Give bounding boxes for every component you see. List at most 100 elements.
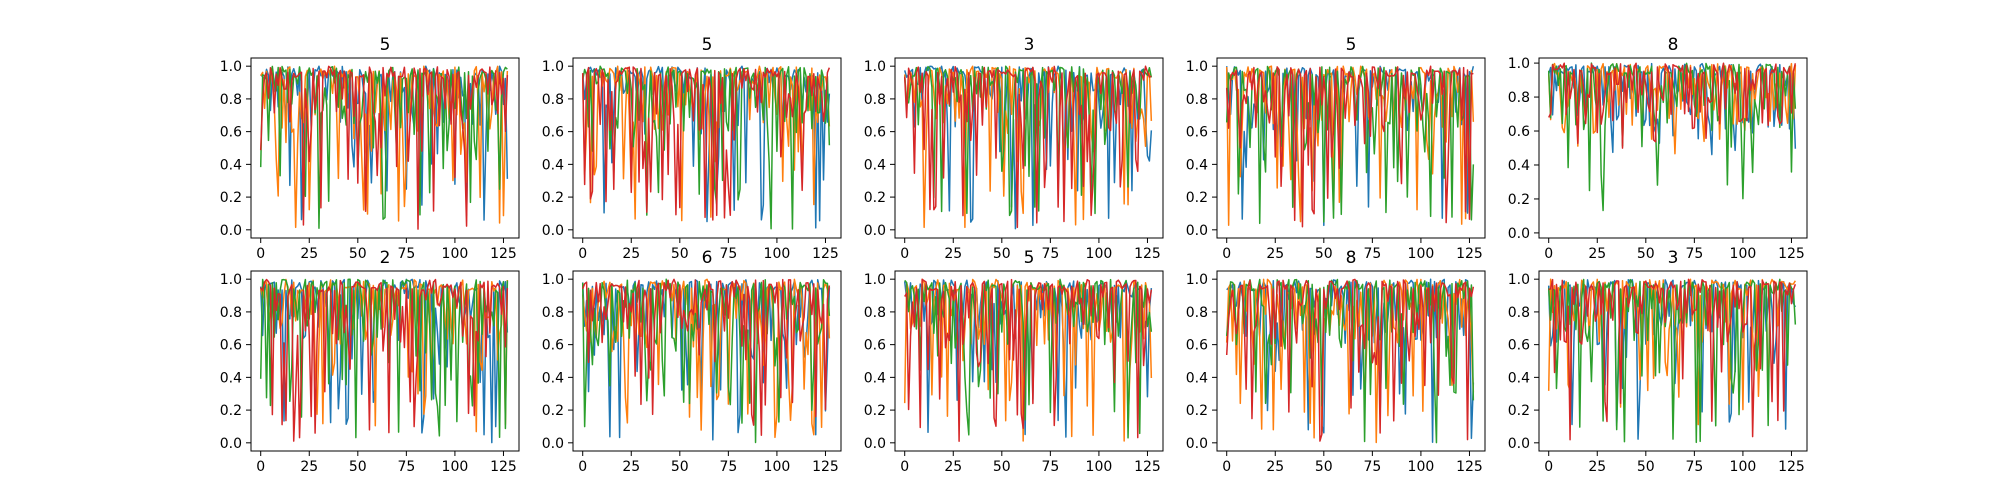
panel-8-ytick-label: 1.0 — [864, 272, 886, 288]
panel-5-ytick-label: 0.2 — [1508, 192, 1530, 208]
panel-1-ytick-label: 0.6 — [220, 125, 242, 141]
panel-4: 0 25 50 75 100 125 0.0 0.2 0.4 0.6 0.8 1.0 5 — [1186, 35, 1486, 262]
panel-2-ytick-label: 1.0 — [542, 59, 564, 75]
panel-3-title: 3 — [1024, 35, 1035, 55]
panel-2-xtick-label: 25 — [622, 246, 640, 262]
panel-1-xtick-label: 50 — [349, 246, 367, 262]
panel-3-xtick-label: 0 — [900, 246, 909, 262]
panel-10-title: 3 — [1668, 248, 1679, 268]
panel-5-xtick-label: 25 — [1588, 246, 1606, 262]
panel-6-ytick-label: 0.6 — [220, 338, 242, 354]
panel-2-ytick-label: 0.8 — [542, 92, 564, 108]
panel-8-xtick-label: 125 — [1134, 459, 1161, 475]
panel-1-xtick-label: 100 — [442, 246, 469, 262]
panel-1-series-4-line — [259, 65, 509, 230]
panel-9-axes-frame — [1216, 270, 1486, 452]
panel-9-xtick-label: 75 — [1363, 459, 1381, 475]
panel-10-series-3-line — [1547, 278, 1797, 444]
panel-9-xtick-label: 125 — [1456, 459, 1483, 475]
panel-9-series-group — [1225, 278, 1475, 444]
panel-8-ytick-label: 0.4 — [864, 370, 886, 386]
panel-7-ytick-label: 0.2 — [542, 403, 564, 419]
panel-7-ytick-label: 0.4 — [542, 370, 564, 386]
panel-3-ytick-label: 0.6 — [864, 125, 886, 141]
panel-10-xtick-label: 0 — [1544, 459, 1553, 475]
panel-1-xtick-label: 25 — [300, 246, 318, 262]
panel-3-ytick-label: 0.2 — [864, 190, 886, 206]
panel-4-xtick-label: 75 — [1363, 246, 1381, 262]
panel-6-xtick-label: 125 — [490, 459, 517, 475]
panel-4-ytick-label: 0.8 — [1186, 92, 1208, 108]
panel-1-ytick-label: 0.2 — [220, 190, 242, 206]
panel-10-xtick-label: 125 — [1778, 459, 1805, 475]
panel-5: 0 25 50 75 100 125 0.0 0.2 0.4 0.6 0.8 1.0 8 — [1508, 35, 1808, 262]
panel-2-series-2-line — [581, 65, 831, 222]
panel-3-xtick-label: 25 — [944, 246, 962, 262]
panel-4-title: 5 — [1346, 35, 1357, 55]
panel-9-ytick-label: 0.8 — [1186, 305, 1208, 321]
panel-4-xtick-label: 100 — [1408, 246, 1435, 262]
panel-10-ytick-label: 1.0 — [1508, 272, 1530, 288]
panel-2-xtick-label: 0 — [578, 246, 587, 262]
panel-8-ytick-label: 0.8 — [864, 305, 886, 321]
panel-7-ytick-label: 0.6 — [542, 338, 564, 354]
panel-5-xtick-label: 125 — [1778, 246, 1805, 262]
panel-6-series-3-line — [259, 278, 509, 439]
panel-7-axes-frame — [572, 270, 842, 452]
panel-6-xtick-label: 75 — [397, 459, 415, 475]
panel-7-xtick-label: 50 — [671, 459, 689, 475]
panel-2-axes-frame — [572, 57, 842, 239]
panel-7-series-group — [581, 278, 831, 444]
panel-6-xtick-label: 100 — [442, 459, 469, 475]
panel-7-xtick-label: 100 — [764, 459, 791, 475]
panel-5-ytick-label: 0.4 — [1508, 158, 1530, 174]
panel-3-xtick-label: 75 — [1041, 246, 1059, 262]
panel-5-xtick-label: 75 — [1685, 246, 1703, 262]
panel-3-series-4-line — [903, 65, 1152, 229]
panel-4-xtick-label: 125 — [1456, 246, 1483, 262]
panel-3-series-3-line — [903, 65, 1153, 217]
panel-7-series-4-line — [582, 278, 831, 436]
panel-5-ytick-label: 0.0 — [1508, 226, 1530, 242]
panel-8-series-group — [903, 278, 1153, 443]
panel-4-series-group — [1225, 65, 1475, 228]
panel-3-ytick-label: 1.0 — [864, 59, 886, 75]
panel-10-ytick-label: 0.0 — [1508, 436, 1530, 452]
panel-9-xtick-label: 100 — [1408, 459, 1435, 475]
panel-3-ytick-label: 0.0 — [864, 223, 886, 239]
panel-9-ytick-label: 0.2 — [1186, 403, 1208, 419]
panel-9-xtick-label: 25 — [1266, 459, 1284, 475]
panel-2-ytick-label: 0.2 — [542, 190, 564, 206]
panel-1-ytick-label: 1.0 — [220, 59, 242, 75]
panel-6-ytick-label: 0.8 — [220, 305, 242, 321]
panel-10-xtick-label: 100 — [1730, 459, 1757, 475]
panel-8-xtick-label: 50 — [993, 459, 1011, 475]
panel-8-xtick-label: 25 — [944, 459, 962, 475]
panel-9-ytick-label: 0.0 — [1186, 436, 1208, 452]
panel-5-xtick-label: 0 — [1544, 246, 1553, 262]
panel-5-xtick-label: 100 — [1730, 246, 1757, 262]
panel-3-ytick-label: 0.8 — [864, 92, 886, 108]
panel-10-ytick-label: 0.8 — [1508, 305, 1530, 321]
panel-7-ytick-label: 1.0 — [542, 272, 564, 288]
panel-5-ytick-label: 0.6 — [1508, 124, 1530, 140]
panel-10-ytick-label: 0.4 — [1508, 370, 1530, 386]
panel-8-title: 5 — [1024, 248, 1035, 268]
panel-3-xtick-label: 125 — [1134, 246, 1161, 262]
panel-2-series-4-line — [581, 66, 831, 221]
panel-9-ytick-label: 1.0 — [1186, 272, 1208, 288]
panel-8-xtick-label: 0 — [900, 459, 909, 475]
panel-2-ytick-label: 0.4 — [542, 157, 564, 173]
panel-4-ytick-label: 1.0 — [1186, 59, 1208, 75]
panel-7-ytick-label: 0.0 — [542, 436, 564, 452]
panel-10-xtick-label: 50 — [1637, 459, 1655, 475]
panel-9-series-4-line — [1225, 278, 1475, 442]
panel-6-ytick-label: 0.4 — [220, 370, 242, 386]
panel-7-xtick-label: 125 — [812, 459, 839, 475]
panel-2-xtick-label: 75 — [719, 246, 737, 262]
panel-7-ytick-label: 0.8 — [542, 305, 564, 321]
panel-4-ytick-label: 0.0 — [1186, 223, 1208, 239]
panel-3-axes-frame — [894, 57, 1164, 239]
panel-10-axes-frame — [1538, 270, 1808, 452]
panel-6-series-4-line — [260, 278, 509, 442]
